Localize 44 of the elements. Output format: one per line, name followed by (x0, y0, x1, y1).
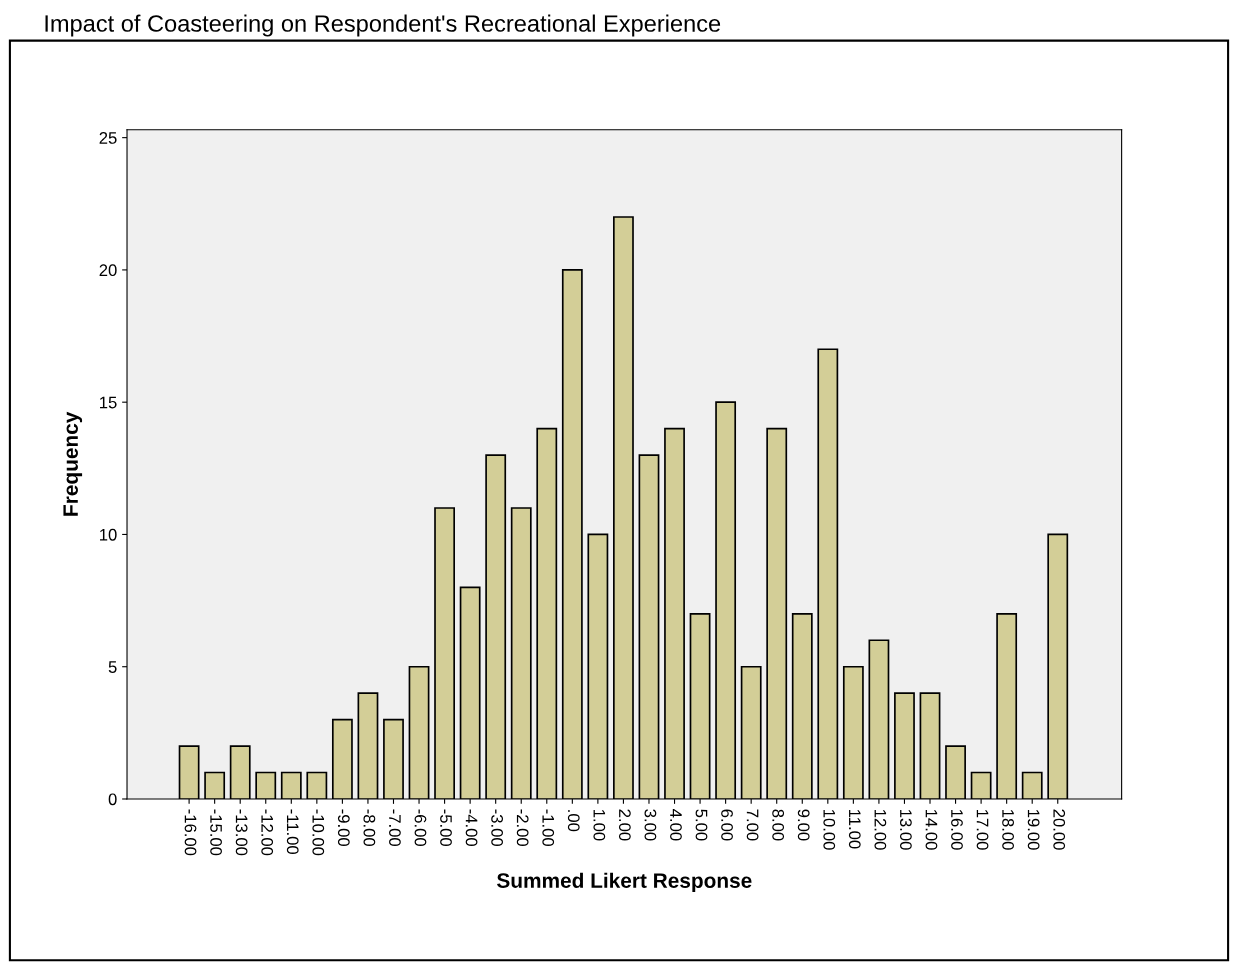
x-tick-label: 10.00 (823, 809, 836, 850)
y-tick-label: 5 (108, 661, 117, 673)
x-tick-label: -3.00 (491, 809, 504, 847)
x-tick-label: 8.00 (772, 809, 785, 841)
x-axis-title: Summed Likert Response (497, 872, 752, 893)
x-tick-label: 7.00 (746, 809, 759, 841)
y-tick-label: 20 (99, 264, 117, 277)
x-tick-label: 6.00 (721, 809, 733, 841)
x-tick-label: -8.00 (363, 809, 376, 847)
x-tick-label: 13.00 (899, 809, 912, 850)
x-tick-label: 2.00 (618, 809, 631, 841)
x-tick-label: -5.00 (440, 809, 452, 847)
x-tick-label: 19.00 (1027, 809, 1040, 850)
x-tick-label: -16.00 (184, 809, 197, 856)
x-tick-label: 1.00 (593, 809, 606, 841)
x-tick-label: 12.00 (874, 809, 887, 850)
x-tick-label: 11.00 (848, 809, 861, 849)
x-tick-label: 5.00 (695, 809, 708, 841)
x-tick-label: .00 (567, 810, 580, 832)
x-tick-label: 16.00 (951, 809, 963, 850)
x-tick-label: -15.00 (210, 809, 222, 856)
y-tick-label: 0 (108, 793, 117, 806)
x-tick-label: -9.00 (337, 809, 350, 847)
x-tick-label: -4.00 (465, 809, 478, 847)
y-tick-label: 10 (100, 528, 117, 541)
x-tick-label: -1.00 (542, 809, 555, 847)
x-tick-label: -10.00 (312, 809, 325, 856)
x-tick-label: 4.00 (670, 809, 682, 841)
x-tick-label: 17.00 (976, 809, 989, 850)
chart-title: Impact of Coasteering on Respondent's Recreational Experience (45, 14, 721, 37)
x-tick-label: -6.00 (414, 809, 427, 847)
y-tick-label: 25 (99, 132, 117, 144)
y-tick-label: 15 (100, 396, 117, 409)
x-tick-label: -7.00 (389, 809, 401, 847)
x-tick-label: -11.00 (286, 809, 299, 855)
y-axis-title: Frequency (63, 411, 83, 516)
x-tick-label: 9.00 (797, 809, 810, 841)
x-tick-label: 18.00 (1002, 809, 1014, 850)
x-tick-label: 14.00 (925, 809, 938, 850)
x-tick-label: -2.00 (516, 809, 529, 847)
x-tick-label: 20.00 (1053, 809, 1066, 850)
x-tick-label: -13.00 (235, 809, 248, 856)
x-tick-label: 3.00 (644, 809, 657, 841)
x-tick-label: -12.00 (261, 809, 274, 856)
